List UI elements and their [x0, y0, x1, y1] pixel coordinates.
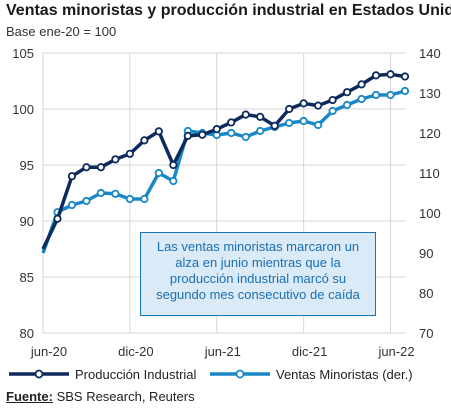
- legend-swatch-marker: [235, 369, 245, 379]
- data-point-ventas: [400, 86, 410, 96]
- data-point-produccion: [198, 130, 207, 139]
- data-point-produccion: [53, 214, 62, 223]
- annotation-box: Las ventas minoristas marcaron un alza e…: [140, 232, 376, 316]
- y-left-tick-label: 105: [12, 46, 34, 61]
- data-point-ventas: [314, 120, 323, 130]
- data-point-produccion: [371, 71, 381, 80]
- data-point-produccion: [125, 149, 134, 158]
- data-point-produccion: [400, 72, 410, 81]
- y-left-tick-label: 95: [20, 158, 34, 173]
- line-chart: 80 85 90 95 100 105 70 80 90 100 110 120 130 140 jun-2…: [9, 46, 441, 382]
- chart-subtitle: Base ene-20 = 100: [6, 24, 117, 39]
- data-point-produccion: [270, 121, 279, 130]
- series-line-produccion: [41, 72, 406, 250]
- data-point-produccion: [386, 70, 395, 79]
- y-left-tick-label: 80: [20, 326, 34, 341]
- data-point-produccion: [299, 99, 308, 108]
- data-point-produccion: [82, 163, 91, 172]
- y-right-tick-label: 70: [419, 326, 433, 341]
- source-label: Fuente:: [6, 389, 53, 404]
- data-point-ventas: [299, 116, 308, 126]
- data-point-produccion: [241, 110, 250, 119]
- data-point-produccion: [140, 136, 149, 145]
- y-right-tick-label: 120: [419, 126, 441, 141]
- data-point-ventas: [111, 189, 120, 198]
- data-point-ventas: [241, 132, 250, 142]
- data-point-ventas: [328, 106, 337, 116]
- y-right-tick-label: 130: [419, 86, 441, 101]
- data-point-produccion: [169, 160, 178, 170]
- data-point-ventas: [154, 168, 163, 178]
- y-left-tick-label: 85: [20, 270, 34, 285]
- data-point-produccion: [183, 131, 192, 140]
- data-point-ventas: [285, 118, 294, 128]
- data-point-produccion: [357, 80, 366, 89]
- x-tick-label: dic-21: [292, 344, 327, 359]
- data-point-produccion: [67, 172, 77, 181]
- data-point-ventas: [82, 196, 91, 206]
- x-tick-label: jun-20: [30, 344, 67, 359]
- y-right-tick-label: 140: [419, 46, 441, 61]
- source-text: SBS Research, Reuters: [52, 389, 195, 404]
- y-right-tick-label: 80: [419, 286, 433, 301]
- x-tick-label: jun-22: [377, 344, 414, 359]
- y-right-tick-label: 90: [419, 246, 433, 261]
- chart-title: Ventas minoristas y producción industria…: [6, 2, 451, 19]
- data-point-produccion: [154, 127, 163, 136]
- legend-label: Producción Industrial: [75, 367, 197, 382]
- series-line-ventas: [41, 89, 406, 254]
- y-left-tick-label: 100: [12, 102, 34, 117]
- data-point-produccion: [342, 88, 352, 97]
- data-point-ventas: [386, 90, 395, 100]
- y-right-tick-label: 100: [419, 206, 441, 221]
- data-point-ventas: [67, 200, 77, 210]
- x-tick-label: jun-21: [204, 344, 241, 359]
- data-point-produccion: [314, 101, 323, 110]
- legend-swatch-marker: [34, 369, 44, 379]
- data-point-ventas: [342, 100, 352, 110]
- data-point-produccion: [96, 163, 106, 172]
- x-tick-label: dic-20: [118, 344, 153, 359]
- legend-label: Ventas Minoristas (der.): [276, 367, 413, 382]
- data-point-produccion: [256, 112, 265, 121]
- data-point-ventas: [96, 188, 106, 198]
- data-point-produccion: [227, 118, 236, 127]
- y-left-tick-label: 90: [20, 214, 34, 229]
- data-point-ventas: [256, 126, 265, 136]
- source-note: Fuente: SBS Research, Reuters: [6, 389, 195, 404]
- data-point-ventas: [169, 176, 178, 186]
- data-point-produccion: [285, 104, 294, 114]
- data-point-ventas: [371, 90, 381, 100]
- data-point-ventas: [125, 194, 134, 204]
- data-point-ventas: [357, 94, 366, 104]
- data-point-produccion: [111, 155, 120, 164]
- data-point-produccion: [212, 125, 221, 134]
- data-point-ventas: [227, 128, 236, 138]
- y-right-tick-label: 110: [419, 166, 440, 181]
- data-point-produccion: [328, 95, 337, 105]
- data-point-ventas: [140, 194, 149, 204]
